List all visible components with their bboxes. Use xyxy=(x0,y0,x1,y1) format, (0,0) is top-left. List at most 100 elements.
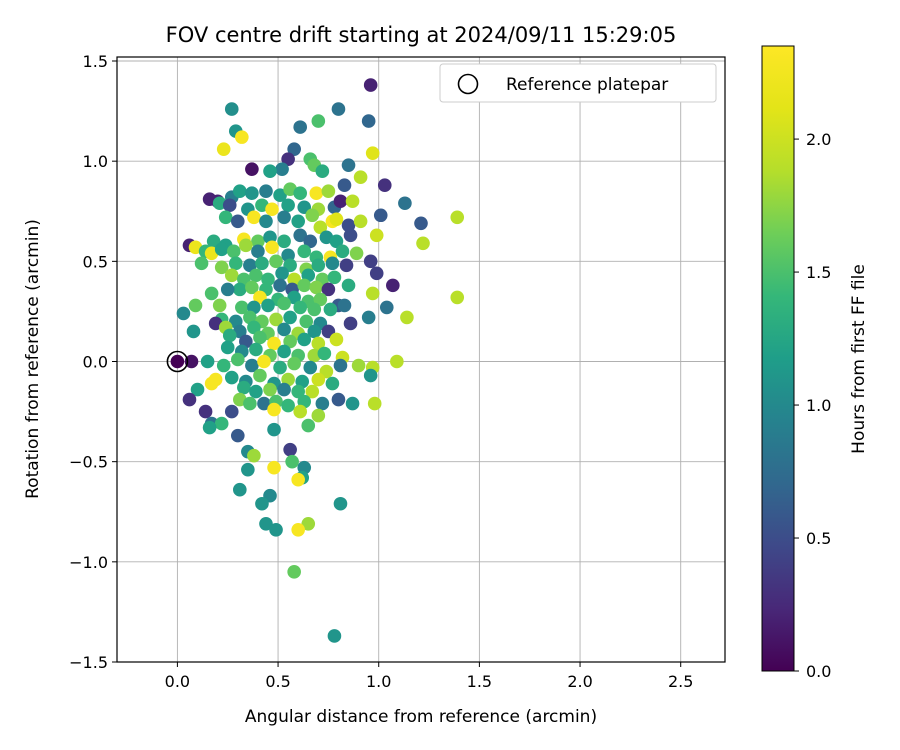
data-point xyxy=(235,300,249,315)
y-tick-label: 0.5 xyxy=(83,252,108,271)
data-point xyxy=(267,336,281,351)
data-point xyxy=(293,228,308,243)
data-point xyxy=(303,360,318,375)
data-point xyxy=(317,346,332,361)
data-point xyxy=(367,396,382,411)
data-point xyxy=(214,260,229,275)
data-point xyxy=(230,428,245,443)
data-point xyxy=(333,194,348,209)
data-point xyxy=(353,214,368,229)
data-point xyxy=(249,268,263,283)
chart-title: FOV centre drift starting at 2024/09/11 … xyxy=(166,23,677,47)
data-point xyxy=(251,244,265,259)
data-point xyxy=(327,270,342,285)
data-point xyxy=(200,354,215,369)
data-point xyxy=(369,266,384,281)
data-point xyxy=(325,376,340,391)
data-point xyxy=(188,298,203,313)
data-point xyxy=(305,208,320,223)
data-point xyxy=(285,454,299,469)
data-point xyxy=(331,392,346,407)
data-point xyxy=(293,186,308,201)
colorbar-ticks: 0.0 0.5 1.0 1.5 2.0 xyxy=(794,130,831,681)
data-point xyxy=(281,152,295,166)
legend-marker-icon xyxy=(457,73,479,95)
data-point xyxy=(287,356,301,371)
data-point xyxy=(309,280,324,295)
data-point xyxy=(329,212,344,227)
data-point xyxy=(243,258,257,273)
data-point xyxy=(273,278,287,293)
data-point xyxy=(305,384,320,399)
data-point xyxy=(230,352,245,367)
data-point xyxy=(333,358,348,373)
data-point xyxy=(301,418,316,433)
data-point xyxy=(293,120,308,134)
data-point xyxy=(311,372,326,387)
data-point xyxy=(321,282,336,297)
data-point xyxy=(263,382,277,397)
y-tick-label: 0.0 xyxy=(83,353,108,372)
data-point xyxy=(228,256,243,271)
y-tick-label: 1.5 xyxy=(83,52,108,71)
data-point xyxy=(267,402,281,417)
y-tick-label: −1.5 xyxy=(69,653,108,672)
data-point xyxy=(233,184,247,199)
data-point xyxy=(257,354,271,369)
data-point xyxy=(245,162,259,176)
data-point xyxy=(341,158,356,172)
data-point xyxy=(327,629,342,643)
data-point xyxy=(311,114,326,128)
data-point xyxy=(267,422,281,437)
data-point xyxy=(224,268,239,283)
data-point xyxy=(311,258,326,273)
data-point xyxy=(277,234,291,249)
data-point xyxy=(303,234,318,249)
data-point xyxy=(369,228,384,243)
data-point xyxy=(353,170,368,184)
y-axis: −1.5 −1.0 −0.5 0.0 0.5 1.0 1.5 xyxy=(69,52,117,672)
colorbar-tick-label: 1.5 xyxy=(806,263,831,282)
data-point xyxy=(251,234,265,249)
data-point xyxy=(190,382,205,397)
data-point xyxy=(170,354,185,369)
data-point xyxy=(301,516,316,531)
data-point xyxy=(416,236,430,251)
data-point xyxy=(216,142,231,156)
data-point xyxy=(363,78,378,92)
data-point xyxy=(257,396,271,411)
data-point xyxy=(345,194,360,209)
data-point xyxy=(313,220,328,235)
data-point xyxy=(255,256,269,271)
data-point xyxy=(307,324,322,339)
data-point xyxy=(373,208,388,223)
data-point xyxy=(291,214,305,229)
data-point xyxy=(277,322,291,337)
data-point xyxy=(365,286,380,301)
data-point xyxy=(400,310,414,325)
reference-marker xyxy=(166,350,189,373)
data-point xyxy=(313,292,328,307)
data-point xyxy=(237,380,251,395)
data-point xyxy=(329,234,344,249)
data-point xyxy=(325,256,340,271)
grid-lines xyxy=(117,57,725,663)
data-point xyxy=(220,282,235,297)
data-point xyxy=(261,298,275,313)
data-point xyxy=(245,280,259,295)
data-point xyxy=(349,246,364,261)
data-point xyxy=(182,392,197,407)
data-point xyxy=(351,358,366,373)
data-point xyxy=(263,164,277,178)
data-point xyxy=(283,442,297,457)
data-point xyxy=(281,198,295,213)
data-point xyxy=(277,210,291,225)
data-point xyxy=(297,244,312,259)
data-point xyxy=(337,298,352,313)
data-point xyxy=(214,242,229,257)
data-point xyxy=(220,340,235,355)
data-point xyxy=(329,332,344,347)
data-point xyxy=(281,398,295,413)
colorbar-gradient xyxy=(761,45,795,672)
